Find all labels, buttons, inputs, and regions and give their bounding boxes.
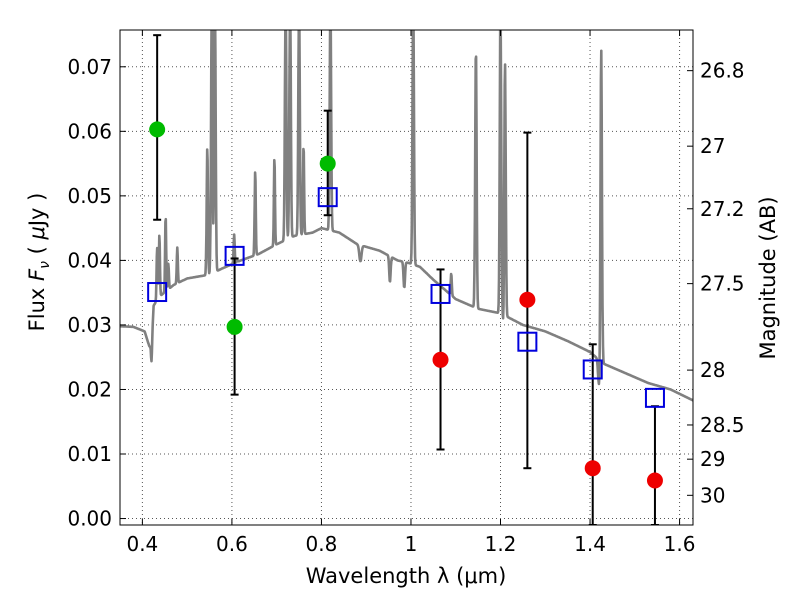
x-tick-label: 0.8	[306, 532, 338, 556]
detections-point	[319, 155, 336, 172]
data-markers	[147, 121, 665, 489]
y-tick-label: 0.04	[67, 248, 112, 272]
y-label-symbol: F	[25, 268, 49, 281]
x-tick-label: 1.6	[664, 532, 696, 556]
mag-tick-label: 26.8	[700, 59, 745, 83]
y-label-mu: μ	[25, 226, 49, 240]
magnitude-axis-ticks: 26.8 27 27.2 27.5 28 28.5 29 30	[687, 59, 745, 507]
x-tick-label: 1	[405, 532, 418, 556]
model-photometry-square	[224, 245, 245, 266]
detections-point	[226, 318, 243, 335]
model-photometry-square	[317, 187, 338, 208]
y-axis-right-label: Magnitude (AB)	[756, 196, 780, 359]
non-detections-point	[584, 460, 601, 477]
y-label-unit: Jy	[25, 208, 49, 229]
x-tick-label: 0.6	[216, 532, 248, 556]
y-axis-ticks: 0.00 0.01 0.02 0.03 0.04 0.05 0.06 0.07	[67, 55, 126, 531]
mag-tick-label: 27.2	[700, 197, 745, 221]
mag-tick-label: 27.5	[700, 272, 745, 296]
y-tick-label: 0.03	[67, 313, 112, 337]
mag-tick-label: 28.5	[700, 413, 745, 437]
x-tick-label: 0.4	[126, 532, 158, 556]
mag-tick-label: 29	[700, 447, 725, 471]
model-photometry-square	[517, 331, 538, 352]
model-photometry-square	[430, 283, 451, 304]
x-axis-ticks: 0.4 0.6 0.8 1 1.2 1.4 1.6	[126, 30, 695, 556]
x-axis-label: Wavelength λ (μm)	[306, 564, 507, 588]
spectrum-layer	[120, 30, 693, 402]
x-tick-label: 1.2	[485, 532, 517, 556]
model-photometry-square	[147, 282, 168, 303]
y-label-prefix: Flux	[25, 281, 49, 331]
y-tick-label: 0.00	[67, 507, 112, 531]
mag-tick-label: 30	[700, 483, 725, 507]
y-tick-label: 0.06	[67, 119, 112, 143]
plot-frame	[119, 29, 694, 526]
y-label-subscript: ν	[37, 261, 53, 269]
y-tick-label: 0.05	[67, 184, 112, 208]
model-spectrum-line	[120, 30, 693, 402]
y-label-paren-close: )	[25, 193, 49, 208]
y-tick-label: 0.01	[67, 442, 112, 466]
grid	[120, 30, 693, 525]
mag-tick-label: 27	[700, 134, 725, 158]
y-label-paren-open: (	[25, 240, 49, 262]
model-photometry-square	[582, 359, 603, 380]
y-tick-label: 0.02	[67, 377, 112, 401]
non-detections-point	[646, 472, 663, 489]
non-detections-point	[432, 351, 449, 368]
x-tick-label: 1.4	[574, 532, 606, 556]
mag-tick-label: 28	[700, 358, 725, 382]
y-axis-label: Flux Fν ( μJy )	[25, 193, 53, 332]
detections-point	[149, 121, 166, 138]
model-photometry-square	[644, 387, 665, 408]
non-detections-point	[519, 291, 536, 308]
y-tick-label: 0.07	[67, 55, 112, 79]
